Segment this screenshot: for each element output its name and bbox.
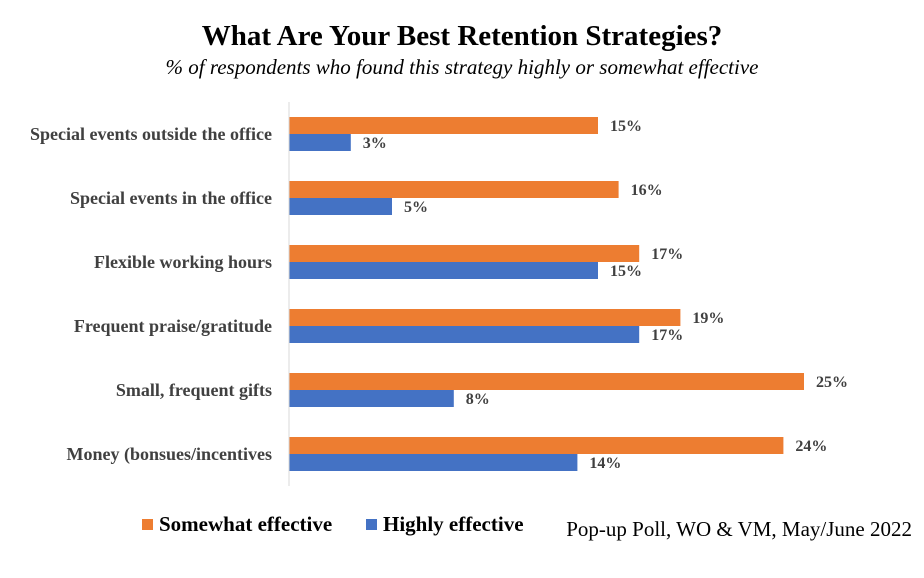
data-label-somewhat: 17% — [651, 246, 683, 263]
category-label: Money (bonsues/incentives — [66, 444, 272, 465]
bar-highly — [289, 134, 351, 151]
bar-somewhat — [289, 117, 598, 134]
bar-highly — [289, 390, 454, 407]
legend-label-somewhat: Somewhat effective — [159, 512, 333, 536]
data-label-highly: 14% — [589, 455, 621, 472]
data-label-highly: 15% — [610, 263, 642, 280]
data-label-highly: 5% — [404, 199, 428, 216]
data-label-highly: 3% — [363, 135, 387, 152]
legend-item-somewhat: Somewhat effective — [142, 512, 332, 537]
bar-highly — [289, 198, 392, 215]
bar-highly — [289, 262, 598, 279]
data-label-highly: 17% — [651, 327, 683, 344]
data-label-somewhat: 16% — [631, 182, 663, 199]
bar-somewhat — [289, 373, 804, 390]
category-label: Flexible working hours — [94, 252, 272, 272]
category-label: Special events in the office — [70, 188, 272, 208]
category-label: Special events outside the office — [30, 124, 272, 144]
chart-title: What Are Your Best Retention Strategies? — [201, 20, 723, 52]
bar-somewhat — [289, 437, 784, 454]
data-label-somewhat: 19% — [692, 310, 724, 327]
data-label-somewhat: 25% — [816, 374, 848, 391]
bar-somewhat — [289, 309, 681, 326]
data-label-somewhat: 15% — [610, 118, 642, 135]
bar-somewhat — [289, 245, 640, 262]
legend-swatch-somewhat — [142, 519, 153, 530]
legend-swatch-highly — [366, 519, 377, 530]
category-label: Frequent praise/gratitude — [74, 316, 272, 336]
legend-item-highly: Highly effective — [366, 512, 524, 537]
source-note: Pop-up Poll, WO & VM, May/June 2022 — [566, 517, 912, 541]
chart-subtitle: % of respondents who found this strategy… — [165, 55, 759, 79]
bar-somewhat — [289, 181, 619, 198]
category-label: Small, frequent gifts — [116, 380, 272, 400]
bar-highly — [289, 326, 640, 343]
data-label-highly: 8% — [466, 391, 490, 408]
legend-label-highly: Highly effective — [383, 512, 524, 536]
bar-highly — [289, 454, 578, 471]
data-label-somewhat: 24% — [795, 438, 827, 455]
